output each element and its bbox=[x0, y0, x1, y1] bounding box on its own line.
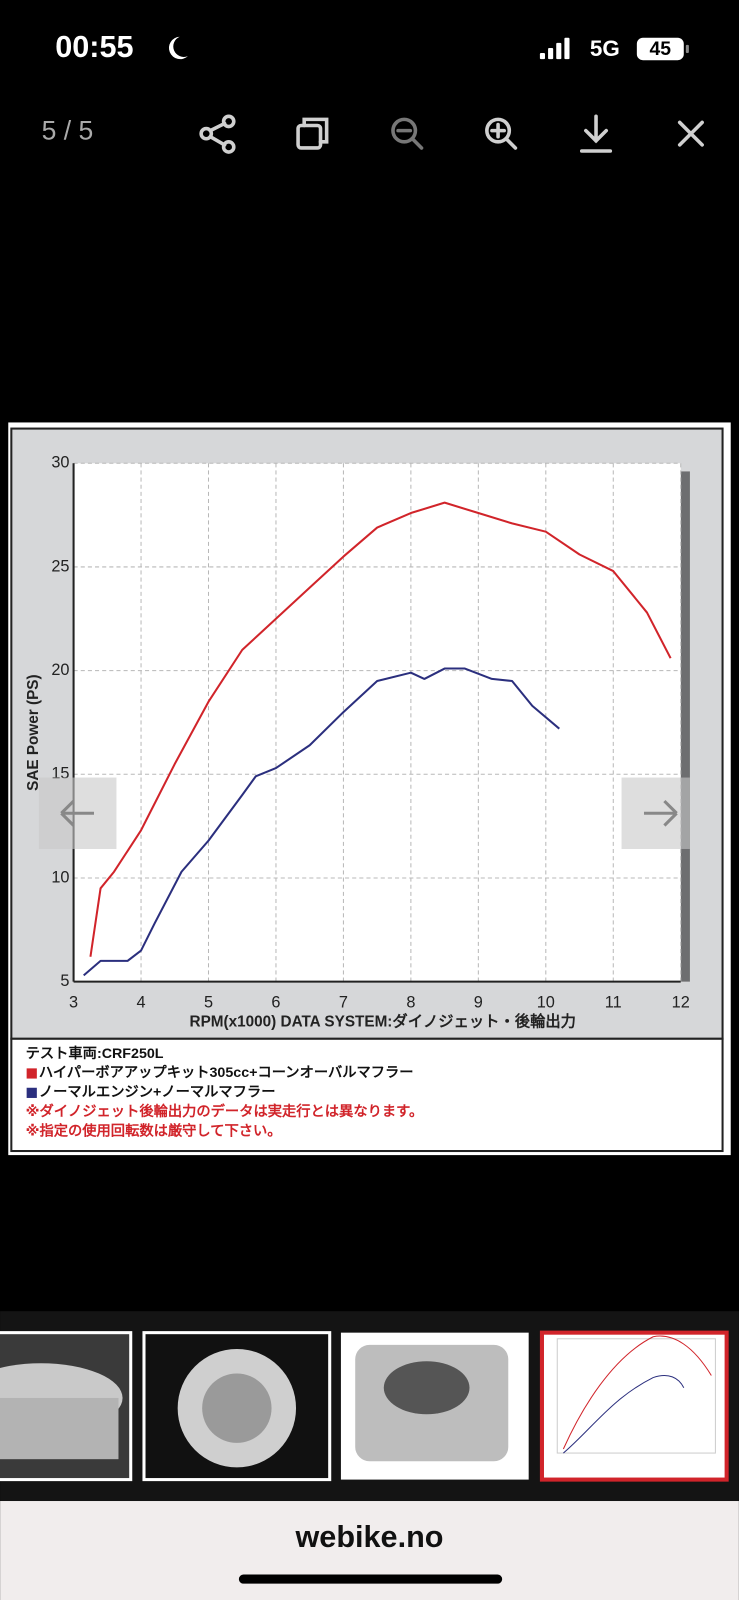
focus-icon bbox=[168, 36, 188, 60]
legend-swatch bbox=[26, 1068, 37, 1079]
copy-button[interactable] bbox=[296, 117, 329, 150]
plot-area bbox=[73, 463, 681, 982]
legend-box bbox=[10, 1037, 724, 1153]
x-tick-label: 12 bbox=[672, 993, 690, 1011]
x-tick-label: 3 bbox=[69, 993, 78, 1011]
y-tick-label: 10 bbox=[51, 868, 69, 886]
x-tick-label: 11 bbox=[605, 993, 622, 1011]
thumbnail-selected[interactable] bbox=[539, 1330, 729, 1482]
legend-entry: ノーマルエンジン+ノーマルマフラー bbox=[39, 1085, 276, 1101]
legend: ハイパーボアアップキット305cc+コーンオーバルマフラーノーマルエンジン+ノー… bbox=[26, 1064, 424, 1139]
zoom-out-button[interactable] bbox=[391, 117, 424, 150]
x-tick-label: 6 bbox=[271, 993, 280, 1011]
battery bbox=[636, 37, 684, 61]
x-tick-label: 4 bbox=[137, 993, 146, 1011]
x-tick-label: 5 bbox=[204, 993, 213, 1011]
share-button[interactable] bbox=[199, 114, 236, 154]
note: ※ダイノジェット後輪出力のデータは実走行とは異なります。 bbox=[26, 1102, 424, 1120]
battery-tip bbox=[685, 44, 689, 54]
home-indicator bbox=[238, 1574, 503, 1584]
y-tick-label: 20 bbox=[51, 661, 69, 679]
x-tick-label: 7 bbox=[339, 993, 348, 1011]
battery-level: 45 bbox=[650, 38, 672, 60]
close-button[interactable] bbox=[677, 120, 704, 147]
legend-entry: ハイパーボアアップキット305cc+コーンオーバルマフラー bbox=[39, 1064, 414, 1081]
thumbnail[interactable] bbox=[142, 1331, 332, 1482]
legend-swatch bbox=[26, 1087, 37, 1098]
clock: 00:55 bbox=[55, 30, 133, 64]
image-counter: 5 / 5 bbox=[42, 116, 94, 146]
url: webike.no bbox=[295, 1520, 444, 1554]
thumbnail[interactable] bbox=[340, 1332, 529, 1480]
signal-icon bbox=[539, 37, 570, 60]
legend-caption: テスト車両:CRF250L bbox=[26, 1045, 164, 1062]
network: 5G bbox=[590, 36, 620, 61]
download-button[interactable] bbox=[579, 114, 613, 153]
y-axis-label: SAE Power (PS) bbox=[25, 674, 42, 790]
zoom-in-button[interactable] bbox=[485, 117, 518, 150]
y-tick-label: 5 bbox=[60, 972, 69, 990]
series-line bbox=[89, 501, 672, 957]
x-tick-label: 10 bbox=[537, 993, 555, 1011]
previous-button[interactable] bbox=[38, 777, 117, 849]
x-tick-label: 8 bbox=[406, 993, 415, 1011]
x-axis-label: RPM(x1000) DATA SYSTEM:ダイノジェット・後輪出力 bbox=[190, 1012, 576, 1030]
note: ※指定の使用回転数は厳守して下さい。 bbox=[26, 1121, 282, 1139]
y-tick-label: 30 bbox=[51, 454, 69, 472]
thumbnail[interactable] bbox=[0, 1331, 133, 1482]
y-tick-label: 25 bbox=[51, 557, 69, 575]
series-line bbox=[83, 667, 560, 977]
next-button[interactable] bbox=[621, 777, 690, 849]
x-tick-label: 9 bbox=[474, 993, 483, 1011]
plot-shadow bbox=[680, 471, 690, 982]
